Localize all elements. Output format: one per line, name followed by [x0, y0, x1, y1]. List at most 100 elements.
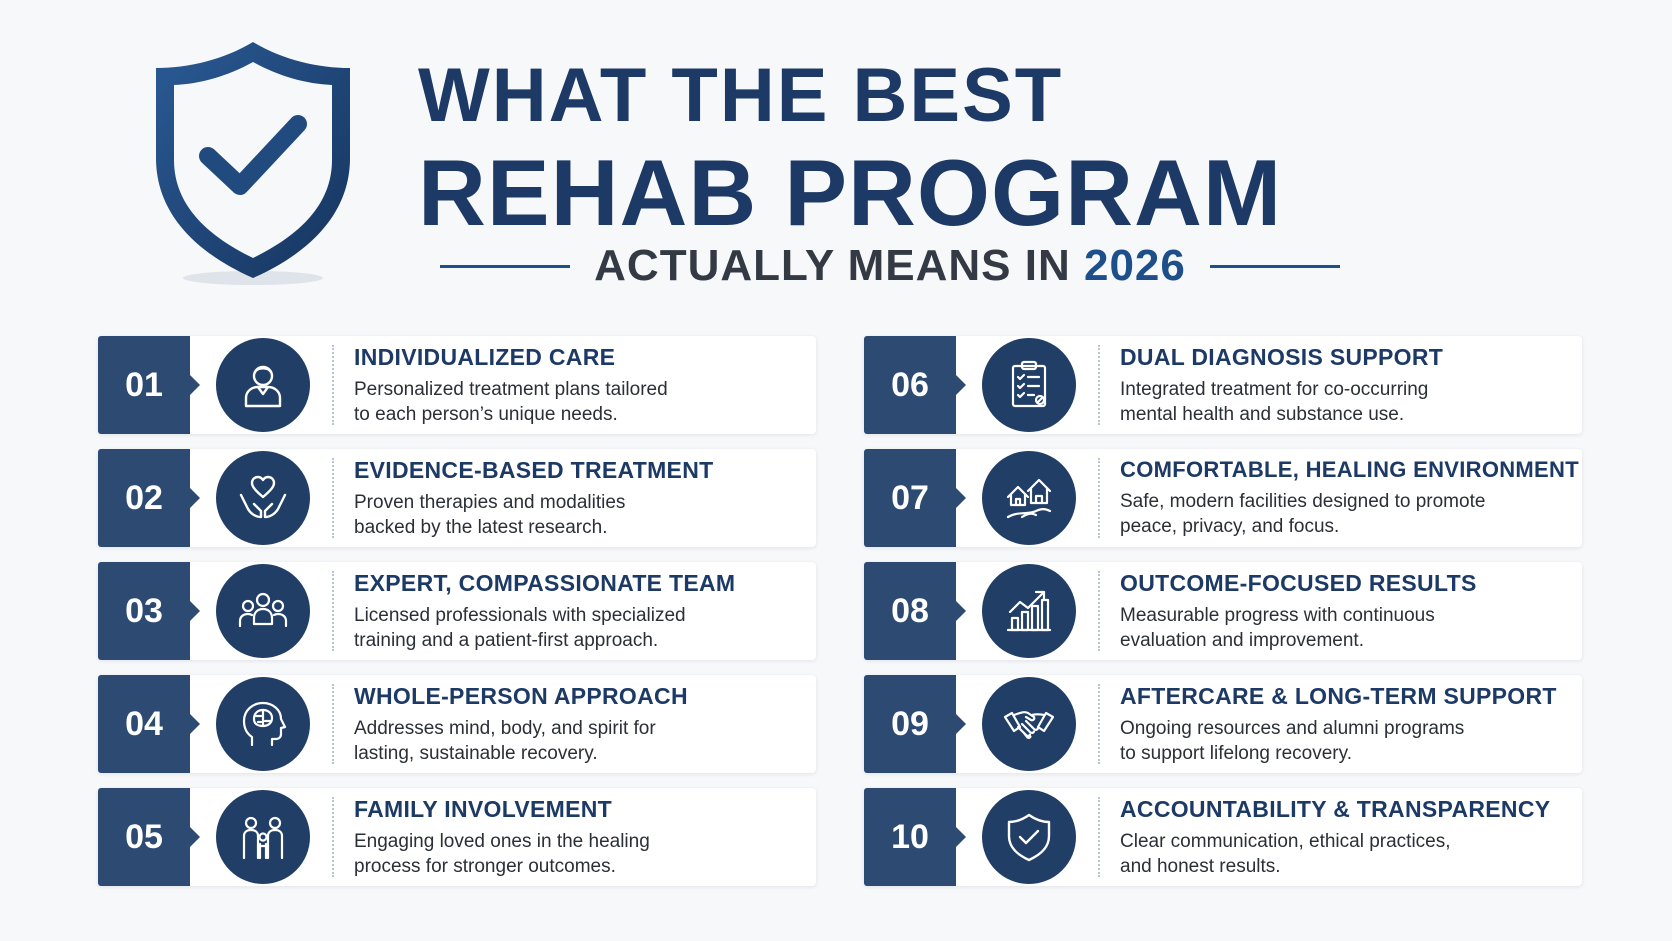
- card-text: EVIDENCE-BASED TREATMENT Proven therapie…: [354, 457, 814, 540]
- card-desc-line-1: Integrated treatment for co-occurring: [1120, 378, 1429, 400]
- card-description: Personalized treatment plans tailored to…: [354, 377, 814, 427]
- list-item: 07 COMFORTABLE, HEALING ENVIRONMENT Safe…: [864, 449, 1582, 547]
- card-title: INDIVIDUALIZED CARE: [354, 343, 616, 370]
- team-icon: [216, 564, 310, 658]
- card-desc-line-2: mental health and substance use.: [1120, 403, 1405, 425]
- card-text: OUTCOME-FOCUSED RESULTS Measurable progr…: [1120, 570, 1580, 653]
- person-icon: [216, 338, 310, 432]
- card-description: Clear communication, ethical practices, …: [1120, 829, 1580, 879]
- card-divider: [1098, 345, 1100, 425]
- item-number: 08: [864, 562, 966, 660]
- card-desc-line-1: Proven therapies and modalities: [354, 491, 626, 513]
- card-text: FAMILY INVOLVEMENT Engaging loved ones i…: [354, 796, 814, 879]
- card-desc-line-1: Measurable progress with continuous: [1120, 604, 1435, 626]
- item-number: 01: [98, 336, 200, 434]
- card-title: EVIDENCE-BASED TREATMENT: [354, 456, 714, 483]
- card-text: INDIVIDUALIZED CARE Personalized treatme…: [354, 344, 814, 427]
- card-text: WHOLE-PERSON APPROACH Addresses mind, bo…: [354, 683, 814, 766]
- card-description: Safe, modern facilities designed to prom…: [1120, 489, 1580, 539]
- card-description: Engaging loved ones in the healing proce…: [354, 829, 814, 879]
- list-item: 09 AFTERCARE & LONG-TERM SUPPORT Ongoing…: [864, 675, 1582, 773]
- title-line-2: REHAB PROGRAM: [418, 140, 1283, 245]
- card-desc-line-1: Licensed professionals with specialized: [354, 604, 686, 626]
- card-desc-line-2: lasting, sustainable recovery.: [354, 742, 598, 764]
- growth-chart-icon: [982, 564, 1076, 658]
- subtitle-text: ACTUALLY MEANS IN: [594, 241, 1071, 290]
- card-desc-line-2: and honest results.: [1120, 855, 1281, 877]
- handshake-icon: [982, 677, 1076, 771]
- list-item: 06 DUAL DIAGNOSIS SUPPORT Integrated tre…: [864, 336, 1582, 434]
- card-description: Measurable progress with continuous eval…: [1120, 603, 1580, 653]
- card-divider: [1098, 684, 1100, 764]
- family-icon: [216, 790, 310, 884]
- card-description: Ongoing resources and alumni programs to…: [1120, 716, 1580, 766]
- card-title: WHOLE-PERSON APPROACH: [354, 682, 688, 709]
- card-desc-line-1: Ongoing resources and alumni programs: [1120, 717, 1465, 739]
- list-item: 01 INDIVIDUALIZED CARE Personalized trea…: [98, 336, 816, 434]
- card-title: FAMILY INVOLVEMENT: [354, 795, 613, 822]
- list-item: 10 ACCOUNTABILITY & TRANSPARENCY Clear c…: [864, 788, 1582, 886]
- title-line-1: WHAT THE BEST: [418, 53, 1064, 138]
- card-divider: [1098, 797, 1100, 877]
- subtitle-rule-left: [440, 264, 571, 268]
- list-item: 02 EVIDENCE-BASED TREATMENT Proven thera…: [98, 449, 816, 547]
- card-divider: [332, 571, 334, 651]
- card-divider: [332, 345, 334, 425]
- houses-icon: [982, 451, 1076, 545]
- shield-check-logo-icon: [156, 42, 350, 285]
- subtitle: ACTUALLY MEANS IN 2026: [594, 241, 1186, 291]
- list-item: 05 FAMILY INVOLVEMENT Engaging loved one…: [98, 788, 816, 886]
- item-number: 02: [98, 449, 200, 547]
- shield-check-icon: [982, 790, 1076, 884]
- item-number: 06: [864, 336, 966, 434]
- list-item: 08 OUTCOME-FOCUSED RESULTS Measurable pr…: [864, 562, 1582, 660]
- card-text: ACCOUNTABILITY & TRANSPARENCY Clear comm…: [1120, 796, 1580, 879]
- head-brain-icon: [216, 677, 310, 771]
- card-desc-line-1: Personalized treatment plans tailored: [354, 378, 668, 400]
- card-divider: [332, 797, 334, 877]
- item-number: 10: [864, 788, 966, 886]
- card-title: OUTCOME-FOCUSED RESULTS: [1120, 569, 1477, 596]
- card-title: DUAL DIAGNOSIS SUPPORT: [1120, 343, 1444, 370]
- card-divider: [1098, 458, 1100, 538]
- card-desc-line-1: Engaging loved ones in the healing: [354, 830, 650, 852]
- card-text: DUAL DIAGNOSIS SUPPORT Integrated treatm…: [1120, 344, 1580, 427]
- clipboard-checklist-icon: [982, 338, 1076, 432]
- card-text: EXPERT, COMPASSIONATE TEAM Licensed prof…: [354, 570, 814, 653]
- card-description: Licensed professionals with specialized …: [354, 603, 814, 653]
- card-desc-line-1: Safe, modern facilities designed to prom…: [1120, 491, 1486, 512]
- card-text: AFTERCARE & LONG-TERM SUPPORT Ongoing re…: [1120, 683, 1580, 766]
- subtitle-year: 2026: [1083, 241, 1186, 290]
- item-number: 03: [98, 562, 200, 660]
- card-divider: [332, 684, 334, 764]
- card-divider: [332, 458, 334, 538]
- card-title: EXPERT, COMPASSIONATE TEAM: [354, 569, 736, 596]
- card-desc-line-2: process for stronger outcomes.: [354, 855, 616, 877]
- item-number: 05: [98, 788, 200, 886]
- card-desc-line-2: training and a patient-first approach.: [354, 629, 659, 651]
- card-desc-line-1: Clear communication, ethical practices,: [1120, 830, 1451, 852]
- card-desc-line-2: to each person’s unique needs.: [354, 403, 618, 425]
- list-item: 03 EXPERT, COMPASSIONATE TEAM Licensed p…: [98, 562, 816, 660]
- card-desc-line-2: peace, privacy, and focus.: [1120, 516, 1340, 537]
- card-desc-line-2: to support lifelong recovery.: [1120, 742, 1352, 764]
- item-number: 04: [98, 675, 200, 773]
- subtitle-rule-right: [1209, 264, 1340, 268]
- card-description: Proven therapies and modalities backed b…: [354, 490, 814, 540]
- list-item: 04 WHOLE-PERSON APPROACH Addresses mind,…: [98, 675, 816, 773]
- card-title: COMFORTABLE, HEALING ENVIRONMENT: [1120, 457, 1579, 482]
- card-title: AFTERCARE & LONG-TERM SUPPORT: [1120, 682, 1557, 709]
- hands-heart-icon: [216, 451, 310, 545]
- card-text: COMFORTABLE, HEALING ENVIRONMENT Safe, m…: [1120, 457, 1580, 539]
- card-desc-line-2: evaluation and improvement.: [1120, 629, 1364, 651]
- item-number: 07: [864, 449, 966, 547]
- card-desc-line-1: Addresses mind, body, and spirit for: [354, 717, 656, 739]
- card-divider: [1098, 571, 1100, 651]
- subtitle-row: ACTUALLY MEANS IN 2026: [420, 240, 1360, 292]
- item-number: 09: [864, 675, 966, 773]
- card-title: ACCOUNTABILITY & TRANSPARENCY: [1120, 795, 1551, 822]
- card-description: Integrated treatment for co-occurring me…: [1120, 377, 1580, 427]
- card-desc-line-2: backed by the latest research.: [354, 516, 608, 538]
- card-description: Addresses mind, body, and spirit for las…: [354, 716, 814, 766]
